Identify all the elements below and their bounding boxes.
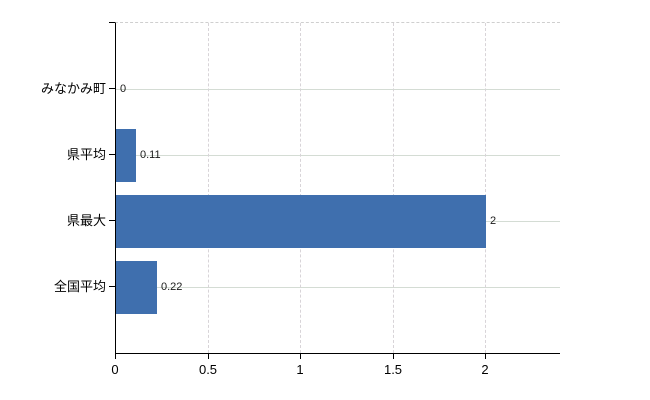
v-gridline [392,23,394,353]
plot-area: 0 0.11 2 0.22 [115,22,560,354]
bar-全国平均 [116,261,157,314]
y-axis-tick [109,88,115,89]
x-tick-label: 2 [481,362,489,377]
h-gridline [116,287,560,288]
h-gridline [116,155,560,156]
x-tick-label: 0 [111,362,119,377]
x-axis-tick [485,354,486,359]
value-label: 0.22 [161,281,183,293]
x-tick-label: 0.5 [198,362,218,377]
bar-県平均 [116,129,136,182]
category-label: みなかみ町 [40,81,106,96]
x-tick-label: 1 [296,362,304,377]
v-gridline [207,23,209,353]
y-axis-tick [109,286,115,287]
value-label: 0.11 [140,149,161,161]
v-gridline [485,23,486,353]
category-label: 全国平均 [53,279,106,294]
y-axis-tick [109,220,115,221]
x-axis-tick [208,354,209,359]
x-axis-tick [300,354,301,359]
y-axis-tick [109,154,115,155]
bar-県最大 [116,195,486,248]
h-gridline [116,89,560,90]
v-gridline [300,23,301,353]
category-label: 県最大 [66,213,106,228]
x-tick-label: 1.5 [383,362,403,377]
y-axis-end-tick [109,22,115,23]
category-label: 県平均 [66,147,106,162]
value-label: 0 [120,83,127,95]
x-axis-tick [393,354,394,359]
value-label: 2 [490,215,497,227]
x-axis-tick [115,354,116,359]
